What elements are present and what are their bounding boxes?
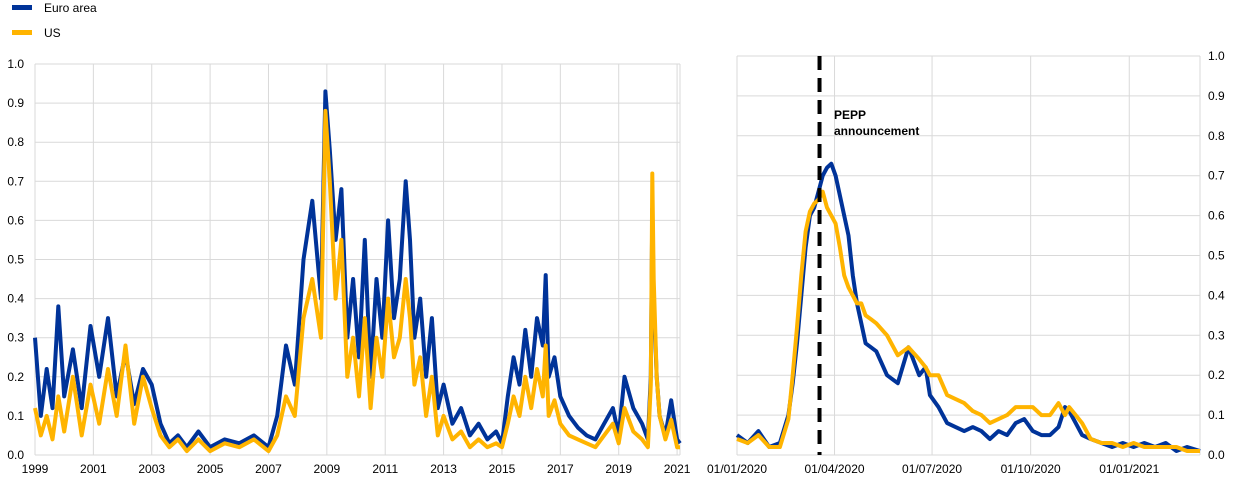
- left-y-tick-label: 0.4: [7, 292, 24, 306]
- legend: Euro area US: [12, 1, 97, 40]
- left-y-tick-label: 0.0: [7, 448, 24, 462]
- right-x-tick-label: 01/10/2020: [1001, 462, 1061, 476]
- left-series-us: [33, 108, 680, 454]
- right-y-tick-label: 0.0: [1208, 448, 1225, 462]
- left-x-tick-label: 2021: [664, 462, 691, 476]
- left-x-tick-label: 2019: [605, 462, 632, 476]
- right-y-axis-ticks: 0.0 0.1 0.2 0.3 0.4 0.5 0.6 0.7 0.8 0.9 1.0: [1208, 49, 1225, 462]
- right-gridlines: [736, 55, 1201, 456]
- right-x-tick-label: 01/01/2021: [1099, 462, 1159, 476]
- right-y-tick-label: 1.0: [1208, 49, 1225, 63]
- left-y-tick-label: 0.7: [7, 174, 24, 188]
- left-y-tick-label: 0.6: [7, 213, 24, 227]
- left-x-tick-label: 2003: [138, 462, 165, 476]
- left-series-lines: [33, 89, 682, 454]
- right-y-tick-label: 0.8: [1208, 129, 1225, 143]
- left-x-tick-label: 1999: [22, 462, 49, 476]
- right-chart-panel: 0.0 0.1 0.2 0.3 0.4 0.5 0.6 0.7 0.8 0.9 1.0 01/01/…: [707, 49, 1225, 476]
- right-x-axis-ticks: 01/01/2020 01/04/2020 01/07/2020 01/10/2020…: [707, 462, 1160, 476]
- right-x-tick-label: 01/04/2020: [804, 462, 864, 476]
- left-y-tick-label: 0.9: [7, 96, 24, 110]
- right-y-tick-label: 0.2: [1208, 368, 1225, 382]
- right-series-lines: [735, 161, 1201, 453]
- left-y-tick-label: 0.3: [7, 331, 24, 345]
- right-y-tick-label: 0.3: [1208, 328, 1225, 342]
- right-x-tick-label: 01/07/2020: [902, 462, 962, 476]
- right-x-tick-label: 01/01/2020: [707, 462, 767, 476]
- left-x-tick-label: 2011: [372, 462, 398, 476]
- right-y-tick-label: 0.4: [1208, 288, 1225, 302]
- right-y-tick-label: 0.1: [1208, 408, 1225, 422]
- left-y-tick-label: 0.5: [7, 253, 24, 267]
- legend-label-euro-area: Euro area: [44, 1, 97, 15]
- left-y-tick-label: 1.0: [7, 57, 24, 71]
- pepp-annotation-line-2: announcement: [834, 124, 919, 138]
- left-x-axis-ticks: 1999 2001 2003 2005 2007 2009 2011 2013 2015 2017…: [22, 462, 691, 476]
- left-y-axis-ticks: 0.0 0.1 0.2 0.3 0.4 0.5 0.6 0.7 0.8 0.9 1.0: [7, 57, 24, 462]
- left-x-tick-label: 2005: [197, 462, 224, 476]
- right-y-tick-label: 0.5: [1208, 249, 1225, 263]
- left-x-tick-label: 2015: [489, 462, 516, 476]
- left-y-tick-label: 0.2: [7, 370, 24, 384]
- legend-label-us: US: [44, 26, 61, 40]
- left-y-tick-label: 0.8: [7, 135, 24, 149]
- left-series-euro-area: [33, 89, 682, 450]
- left-x-tick-label: 2001: [80, 462, 107, 476]
- legend-swatch-euro-area: [12, 5, 32, 10]
- right-y-tick-label: 0.7: [1208, 169, 1225, 183]
- right-y-tick-label: 0.6: [1208, 209, 1225, 223]
- left-chart-panel: 0.0 0.1 0.2 0.3 0.4 0.5 0.6 0.7 0.8 0.9 1.0 1999 20…: [7, 57, 690, 476]
- pepp-annotation-line-1: PEPP: [834, 108, 866, 122]
- left-x-tick-label: 2009: [314, 462, 341, 476]
- left-y-tick-label: 0.1: [7, 409, 24, 423]
- right-y-tick-label: 0.9: [1208, 89, 1225, 103]
- legend-swatch-us: [12, 30, 32, 35]
- left-x-tick-label: 2017: [547, 462, 574, 476]
- left-x-tick-label: 2013: [430, 462, 457, 476]
- left-x-tick-label: 2007: [255, 462, 282, 476]
- right-series-us: [736, 189, 1200, 453]
